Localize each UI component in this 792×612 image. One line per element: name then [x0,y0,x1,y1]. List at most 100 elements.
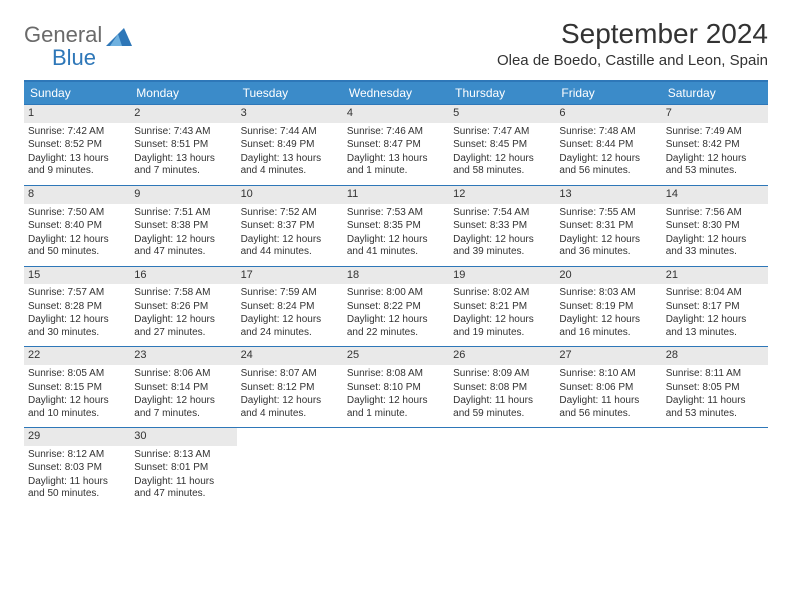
sunset-line: Sunset: 8:40 PM [28,220,126,233]
daylight-line: Daylight: 12 hours and 58 minutes. [453,153,551,178]
week-row: 22Sunrise: 8:05 AMSunset: 8:15 PMDayligh… [24,346,768,427]
day-number: 12 [449,186,555,204]
day-cell: 19Sunrise: 8:02 AMSunset: 8:21 PMDayligh… [449,267,555,347]
day-number: 7 [662,105,768,123]
day-number: 6 [555,105,661,123]
daylight-line: Daylight: 12 hours and 4 minutes. [241,395,339,420]
day-cell: 28Sunrise: 8:11 AMSunset: 8:05 PMDayligh… [662,347,768,427]
sunset-line: Sunset: 8:38 PM [134,220,232,233]
dow-monday: Monday [130,82,236,104]
day-number: 10 [237,186,343,204]
sunrise-line: Sunrise: 7:47 AM [453,126,551,139]
sunrise-line: Sunrise: 8:13 AM [134,449,232,462]
calendar: SundayMondayTuesdayWednesdayThursdayFrid… [24,80,768,508]
daylight-line: Daylight: 13 hours and 7 minutes. [134,153,232,178]
day-number: 24 [237,347,343,365]
day-cell: 10Sunrise: 7:52 AMSunset: 8:37 PMDayligh… [237,186,343,266]
day-number: 21 [662,267,768,285]
dow-saturday: Saturday [662,82,768,104]
day-empty [662,428,768,508]
day-number: 17 [237,267,343,285]
sunset-line: Sunset: 8:01 PM [134,462,232,475]
daylight-line: Daylight: 13 hours and 1 minute. [347,153,445,178]
sunrise-line: Sunrise: 7:54 AM [453,207,551,220]
sunrise-line: Sunrise: 7:57 AM [28,287,126,300]
sunrise-line: Sunrise: 8:05 AM [28,368,126,381]
sunrise-line: Sunrise: 8:03 AM [559,287,657,300]
daylight-line: Daylight: 13 hours and 9 minutes. [28,153,126,178]
sunrise-line: Sunrise: 7:58 AM [134,287,232,300]
day-cell: 22Sunrise: 8:05 AMSunset: 8:15 PMDayligh… [24,347,130,427]
day-cell: 8Sunrise: 7:50 AMSunset: 8:40 PMDaylight… [24,186,130,266]
day-cell: 17Sunrise: 7:59 AMSunset: 8:24 PMDayligh… [237,267,343,347]
sunset-line: Sunset: 8:42 PM [666,139,764,152]
day-cell: 11Sunrise: 7:53 AMSunset: 8:35 PMDayligh… [343,186,449,266]
daylight-line: Daylight: 12 hours and 22 minutes. [347,314,445,339]
sunset-line: Sunset: 8:33 PM [453,220,551,233]
daylight-line: Daylight: 12 hours and 44 minutes. [241,234,339,259]
daylight-line: Daylight: 12 hours and 36 minutes. [559,234,657,259]
day-number: 1 [24,105,130,123]
sunrise-line: Sunrise: 7:46 AM [347,126,445,139]
day-number: 18 [343,267,449,285]
logo-word-1: General [24,22,102,47]
day-number: 25 [343,347,449,365]
sunset-line: Sunset: 8:10 PM [347,382,445,395]
dow-wednesday: Wednesday [343,82,449,104]
logo-triangle-icon [106,24,132,51]
sunrise-line: Sunrise: 8:04 AM [666,287,764,300]
day-number: 19 [449,267,555,285]
sunset-line: Sunset: 8:30 PM [666,220,764,233]
sunrise-line: Sunrise: 7:59 AM [241,287,339,300]
daylight-line: Daylight: 12 hours and 39 minutes. [453,234,551,259]
sunrise-line: Sunrise: 8:10 AM [559,368,657,381]
daylight-line: Daylight: 12 hours and 1 minute. [347,395,445,420]
day-number: 8 [24,186,130,204]
sunset-line: Sunset: 8:52 PM [28,139,126,152]
day-number: 29 [24,428,130,446]
day-number: 22 [24,347,130,365]
daylight-line: Daylight: 12 hours and 19 minutes. [453,314,551,339]
day-cell: 27Sunrise: 8:10 AMSunset: 8:06 PMDayligh… [555,347,661,427]
day-number: 3 [237,105,343,123]
dow-tuesday: Tuesday [237,82,343,104]
sunset-line: Sunset: 8:37 PM [241,220,339,233]
daylight-line: Daylight: 12 hours and 30 minutes. [28,314,126,339]
daylight-line: Daylight: 12 hours and 7 minutes. [134,395,232,420]
day-number: 14 [662,186,768,204]
sunrise-line: Sunrise: 7:43 AM [134,126,232,139]
daylight-line: Daylight: 11 hours and 56 minutes. [559,395,657,420]
sunset-line: Sunset: 8:06 PM [559,382,657,395]
daylight-line: Daylight: 12 hours and 13 minutes. [666,314,764,339]
day-cell: 21Sunrise: 8:04 AMSunset: 8:17 PMDayligh… [662,267,768,347]
day-number: 28 [662,347,768,365]
day-cell: 15Sunrise: 7:57 AMSunset: 8:28 PMDayligh… [24,267,130,347]
sunrise-line: Sunrise: 8:11 AM [666,368,764,381]
sunrise-line: Sunrise: 8:00 AM [347,287,445,300]
sunrise-line: Sunrise: 7:55 AM [559,207,657,220]
daylight-line: Daylight: 12 hours and 41 minutes. [347,234,445,259]
day-number: 23 [130,347,236,365]
sunset-line: Sunset: 8:28 PM [28,301,126,314]
dow-sunday: Sunday [24,82,130,104]
sunrise-line: Sunrise: 8:06 AM [134,368,232,381]
daylight-line: Daylight: 11 hours and 59 minutes. [453,395,551,420]
daylight-line: Daylight: 11 hours and 50 minutes. [28,476,126,501]
day-cell: 20Sunrise: 8:03 AMSunset: 8:19 PMDayligh… [555,267,661,347]
calendar-body: 1Sunrise: 7:42 AMSunset: 8:52 PMDaylight… [24,104,768,508]
day-number: 20 [555,267,661,285]
day-empty [343,428,449,508]
daylight-line: Daylight: 12 hours and 56 minutes. [559,153,657,178]
daylight-line: Daylight: 12 hours and 10 minutes. [28,395,126,420]
sunrise-line: Sunrise: 7:49 AM [666,126,764,139]
dow-thursday: Thursday [449,82,555,104]
day-cell: 25Sunrise: 8:08 AMSunset: 8:10 PMDayligh… [343,347,449,427]
sunset-line: Sunset: 8:45 PM [453,139,551,152]
week-row: 29Sunrise: 8:12 AMSunset: 8:03 PMDayligh… [24,427,768,508]
sunrise-line: Sunrise: 8:09 AM [453,368,551,381]
sunrise-line: Sunrise: 8:02 AM [453,287,551,300]
sunset-line: Sunset: 8:47 PM [347,139,445,152]
day-number: 9 [130,186,236,204]
day-cell: 3Sunrise: 7:44 AMSunset: 8:49 PMDaylight… [237,105,343,185]
sunset-line: Sunset: 8:26 PM [134,301,232,314]
